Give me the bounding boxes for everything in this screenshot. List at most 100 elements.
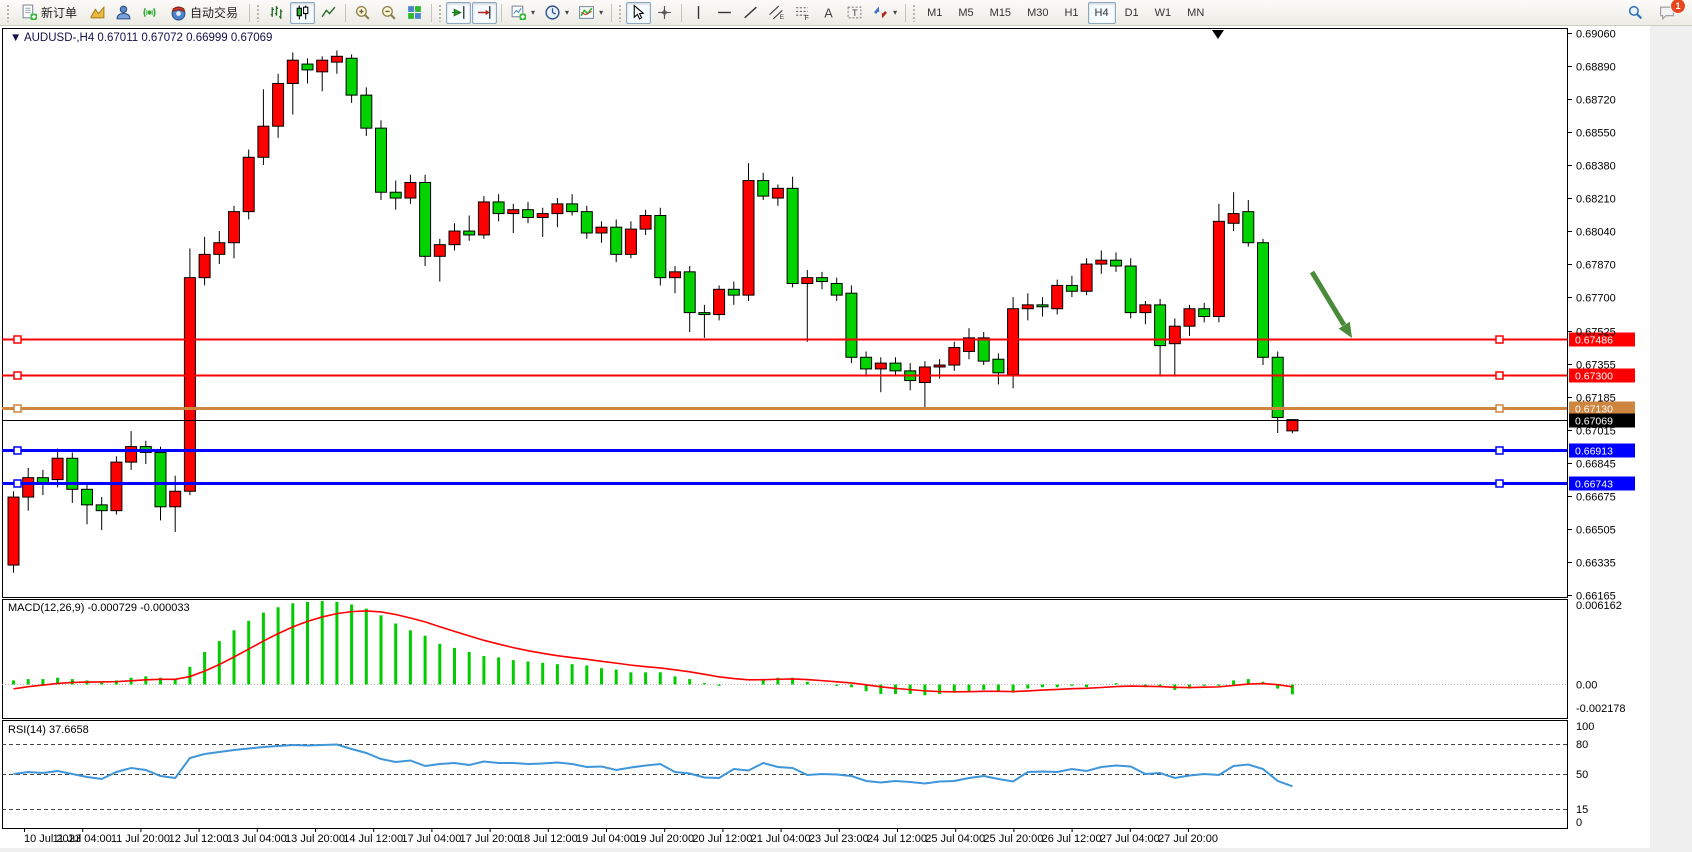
bear-candle xyxy=(375,127,387,193)
time-tick-label: 17 Jul 04:00 xyxy=(401,833,461,845)
bull-candle xyxy=(1286,419,1299,432)
price-tag-label: 0.67486 xyxy=(1575,335,1613,347)
time-tick-label: 20 Jul 12:00 xyxy=(692,833,752,845)
timeframe-button-m5[interactable]: M5 xyxy=(958,6,974,19)
timeframe-button-m1[interactable]: M1 xyxy=(927,6,943,19)
main-price-pane[interactable] xyxy=(2,28,1568,598)
notification-badge: 1 xyxy=(1670,0,1686,14)
crosshair-tool-button[interactable] xyxy=(652,2,677,24)
bull-candle xyxy=(1168,325,1181,345)
bear-candle xyxy=(345,57,358,96)
bear-candle xyxy=(566,203,579,213)
bear-candle xyxy=(816,277,828,283)
line-handle[interactable] xyxy=(1495,479,1504,488)
notifications-button[interactable]: 1 xyxy=(1654,0,1686,24)
bull-candle xyxy=(125,446,138,463)
bull-candle xyxy=(169,490,182,508)
zoom-in-button[interactable] xyxy=(350,2,375,24)
tile-windows-button[interactable] xyxy=(402,2,427,24)
toolbar-separator xyxy=(681,3,683,22)
rsi-line xyxy=(13,743,1293,788)
chart-shift-marker[interactable] xyxy=(1212,30,1224,39)
community-button[interactable] xyxy=(111,2,136,24)
timeframe-button-d1[interactable]: D1 xyxy=(1124,6,1139,19)
tile-windows-icon xyxy=(406,4,423,21)
indicators-icon xyxy=(578,4,595,21)
autoscroll-button[interactable] xyxy=(446,1,472,24)
line-chart-button[interactable] xyxy=(316,2,341,24)
bull-candle xyxy=(448,230,461,246)
new-chart-button[interactable]: ▾ xyxy=(506,2,539,24)
line-handle[interactable] xyxy=(1495,446,1504,455)
timeframe-button-m15[interactable]: M15 xyxy=(989,6,1012,19)
autotrading-button[interactable]: 自动交易 xyxy=(163,2,245,24)
new-order-button[interactable]: 新订单 xyxy=(14,2,84,24)
timeframe-button-w1[interactable]: W1 xyxy=(1154,6,1172,19)
text-tool-button[interactable]: A xyxy=(816,2,841,24)
hline-0.66913[interactable]: 0.66913 xyxy=(2,443,1635,458)
trend-arrow-annotation[interactable] xyxy=(1309,270,1352,338)
macd-pane[interactable] xyxy=(2,599,1568,719)
line-handle[interactable] xyxy=(13,404,22,413)
timeframe-button-m30[interactable]: M30 xyxy=(1027,6,1049,19)
rsi-axis-label: 0 xyxy=(1576,817,1582,829)
line-handle[interactable] xyxy=(13,335,22,344)
chart-shift-button[interactable] xyxy=(472,1,498,24)
period-button[interactable]: ▾ xyxy=(540,2,573,24)
time-tick-label: 11 Jul 20:00 xyxy=(111,833,170,845)
hline-0.67130[interactable]: 0.67130 xyxy=(2,401,1635,416)
vertical-line-icon xyxy=(690,4,707,21)
line-handle[interactable] xyxy=(13,371,22,380)
bull-candle xyxy=(228,211,240,244)
bull-candle xyxy=(933,364,946,368)
hline-0.66743[interactable]: 0.66743 xyxy=(2,476,1635,491)
hline-0.67300[interactable]: 0.67300 xyxy=(2,368,1635,383)
rsi-axis-label: 15 xyxy=(1576,804,1588,816)
line-handle[interactable] xyxy=(13,479,22,488)
zoom-out-button[interactable] xyxy=(376,2,401,24)
equidistant-channel-tool-button[interactable]: E xyxy=(764,2,789,24)
candlestick-chart-button[interactable] xyxy=(290,1,316,24)
svg-text:T: T xyxy=(852,8,858,19)
line-handle[interactable] xyxy=(1495,404,1504,413)
horizontal-line-tool-button[interactable] xyxy=(712,2,737,24)
cursor-tool-button[interactable] xyxy=(626,1,652,24)
toolbar-grip xyxy=(438,3,444,22)
profiles-button[interactable] xyxy=(85,2,110,24)
bear-candle xyxy=(1198,308,1211,317)
trendline-tool-button[interactable] xyxy=(738,2,763,24)
toolbar-separator xyxy=(431,3,433,22)
bear-candle xyxy=(1124,265,1137,314)
line-handle[interactable] xyxy=(13,446,22,455)
bull-candle xyxy=(272,82,285,127)
bear-candle xyxy=(727,288,740,296)
bull-candle xyxy=(948,347,961,366)
bottom-margin xyxy=(0,848,1692,852)
indicators-button[interactable]: ▾ xyxy=(574,2,607,24)
bar-chart-button[interactable] xyxy=(264,2,289,24)
search-button[interactable] xyxy=(1623,2,1648,24)
signal-button[interactable] xyxy=(137,2,162,24)
bear-candle xyxy=(154,451,167,508)
bear-candle xyxy=(683,271,696,314)
line-handle[interactable] xyxy=(1495,371,1504,380)
text-label-tool-button[interactable]: T xyxy=(842,2,867,24)
timeframe-button-h4[interactable]: H4 xyxy=(1087,1,1116,24)
vertical-line-tool-button[interactable] xyxy=(686,2,711,24)
bull-candle xyxy=(330,55,343,63)
bear-candle xyxy=(1110,259,1122,267)
bull-candle xyxy=(477,201,490,236)
fibonacci-tool-button[interactable]: F xyxy=(790,2,815,24)
timeframe-button-mn[interactable]: MN xyxy=(1187,6,1205,19)
price-tick-label: 0.68040 xyxy=(1576,227,1616,239)
bull-candle xyxy=(507,209,520,215)
toolbar-separator xyxy=(345,3,347,22)
timeframe-button-h1[interactable]: H1 xyxy=(1064,6,1079,19)
line-handle[interactable] xyxy=(1495,335,1504,344)
hline-0.67486[interactable]: 0.67486 xyxy=(2,332,1635,347)
bear-candle xyxy=(992,358,1005,374)
bull-candle xyxy=(22,477,35,498)
bull-candle xyxy=(257,125,270,158)
arrows-tool-button[interactable]: ▾ xyxy=(868,2,901,24)
